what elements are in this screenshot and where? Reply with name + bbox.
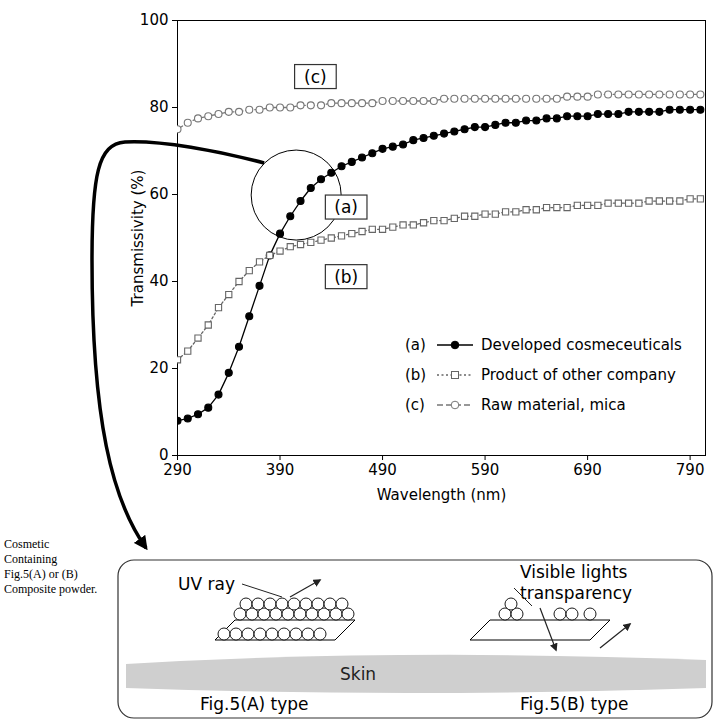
svg-text:transparency: transparency bbox=[520, 583, 632, 603]
svg-text:Product of other company: Product of other company bbox=[481, 366, 676, 384]
svg-text:Visible lights: Visible lights bbox=[520, 562, 628, 582]
svg-text:UV ray: UV ray bbox=[178, 574, 235, 594]
svg-text:(a): (a) bbox=[334, 197, 358, 217]
svg-text:Skin: Skin bbox=[340, 664, 376, 684]
svg-text:(b): (b) bbox=[405, 366, 426, 384]
svg-text:(b): (b) bbox=[334, 267, 358, 287]
svg-text:0: 0 bbox=[159, 446, 169, 465]
svg-text:Raw material, mica: Raw material, mica bbox=[481, 396, 626, 414]
svg-text:290: 290 bbox=[163, 461, 192, 479]
svg-text:(a): (a) bbox=[405, 336, 426, 354]
svg-text:100: 100 bbox=[140, 11, 169, 29]
svg-text:Containing: Containing bbox=[4, 552, 57, 566]
svg-text:Cosmetic: Cosmetic bbox=[4, 537, 49, 551]
svg-text:80: 80 bbox=[149, 98, 168, 116]
svg-text:Wavelength (nm): Wavelength (nm) bbox=[377, 486, 507, 504]
svg-text:690: 690 bbox=[573, 461, 602, 479]
svg-text:(c): (c) bbox=[405, 396, 425, 414]
svg-text:40: 40 bbox=[149, 272, 168, 290]
svg-text:Developed cosmeceuticals: Developed cosmeceuticals bbox=[481, 336, 682, 354]
svg-text:590: 590 bbox=[471, 461, 500, 479]
svg-text:790: 790 bbox=[676, 461, 705, 479]
svg-text:Composite powder.: Composite powder. bbox=[4, 582, 97, 596]
svg-text:(c): (c) bbox=[304, 67, 327, 87]
svg-text:Transmissivity (%): Transmissivity (%) bbox=[129, 170, 147, 308]
svg-text:60: 60 bbox=[149, 185, 168, 203]
svg-text:Fig.5(B) type: Fig.5(B) type bbox=[520, 694, 629, 714]
svg-text:20: 20 bbox=[149, 359, 168, 377]
svg-text:390: 390 bbox=[266, 461, 295, 479]
svg-text:Fig.5(A) or (B): Fig.5(A) or (B) bbox=[4, 567, 78, 581]
svg-text:Fig.5(A) type: Fig.5(A) type bbox=[200, 694, 309, 714]
svg-text:490: 490 bbox=[368, 461, 397, 479]
